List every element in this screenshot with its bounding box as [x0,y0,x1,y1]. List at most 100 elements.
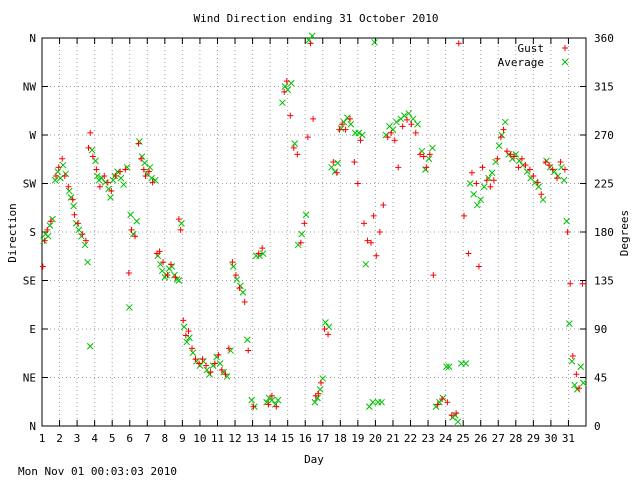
y-tick-label-right: 90 [594,323,607,336]
gust-point [218,366,225,373]
x-tick-label: 7 [144,432,151,445]
x-tick-label: 1 [39,432,46,445]
x-tick-label: 19 [351,432,364,445]
gust-point [417,151,424,158]
y-tick-label-left: S [29,226,36,239]
average-point [445,363,453,371]
average-point [81,241,89,249]
y-tick-labels-right: 0 45 90 135 180 225 270 315 360 [594,32,614,433]
average-point [141,159,149,167]
gust-point [255,250,262,257]
gust-point [89,153,96,160]
average-point [439,394,447,402]
average-point [371,38,378,46]
gust-point [236,285,243,292]
legend-label-average: Average [498,56,544,69]
gust-point [301,220,308,227]
data-points [39,32,587,426]
gust-point [522,162,529,169]
gust-point [41,237,48,244]
gust-point [412,129,419,136]
average-point [443,363,450,371]
average-point [563,217,571,225]
gust-point [475,263,482,270]
gust-point [265,401,272,408]
gust-point [297,239,304,246]
average-point [243,336,251,344]
gust-point [561,166,568,173]
gust-point [273,403,280,410]
average-point [401,112,408,119]
gust-point [149,179,156,186]
average-point [535,183,542,191]
gust-point [546,162,553,169]
average-point [298,230,306,238]
gust-point [307,40,314,47]
average-point [429,144,436,152]
average-point [334,159,342,167]
average-point [93,172,101,180]
x-tick-label: 22 [404,432,417,445]
average-point [425,155,433,163]
average-point [248,396,256,404]
x-tick-label: 17 [316,432,329,445]
gust-point [399,123,406,130]
gust-point [196,360,203,367]
x-tick-label: 29 [527,432,540,445]
average-point [109,176,117,184]
x-tick-label: 3 [74,432,81,445]
gust-point [167,261,174,268]
gust-point [175,216,182,223]
average-point [146,163,154,171]
gust-point [96,183,103,190]
average-point [302,211,310,219]
average-point [560,176,568,184]
gust-point [71,211,78,218]
average-point [126,304,133,311]
gust-point [61,172,68,179]
gust-point [530,172,537,179]
x-tick-label: 10 [193,432,206,445]
x-tick-label: 30 [544,432,557,445]
gust-point [534,179,541,186]
y-tick-label-left: NE [23,372,36,385]
gust-point [138,155,145,162]
average-point [65,187,73,195]
average-point [409,115,417,123]
gust-point [515,164,522,171]
gust-point [132,233,139,240]
y-tick-label-right: 45 [594,372,607,385]
chart-title: Wind Direction ending 31 October 2010 [193,12,438,25]
x-tick-label: 9 [179,432,186,445]
gust-point [192,356,199,363]
average-point [127,211,134,219]
gust-point [44,226,51,233]
gust-point [376,229,383,235]
gust-point [294,151,301,158]
gust-point [564,229,571,235]
gust-point [370,212,377,219]
x-axis-label: Day [304,453,324,466]
gust-point [215,351,222,358]
average-point [189,349,197,357]
y-axis-label-left: Direction [6,203,19,263]
average-point [148,174,156,182]
gust-point [368,239,375,246]
gust-point [494,155,501,162]
gust-point [189,345,196,352]
average-point [311,398,319,406]
gust-point [185,328,192,335]
average-point [470,190,478,198]
y-tick-label-left: SW [23,178,37,191]
gust-point [408,121,415,128]
x-tick-label: 15 [281,432,294,445]
gust-point [281,88,288,95]
gust-point [74,220,81,227]
gust-point [140,166,147,173]
gust-point [59,155,66,162]
average-point [466,180,474,187]
gust-point [538,191,545,198]
x-tick-label: 14 [264,432,278,445]
